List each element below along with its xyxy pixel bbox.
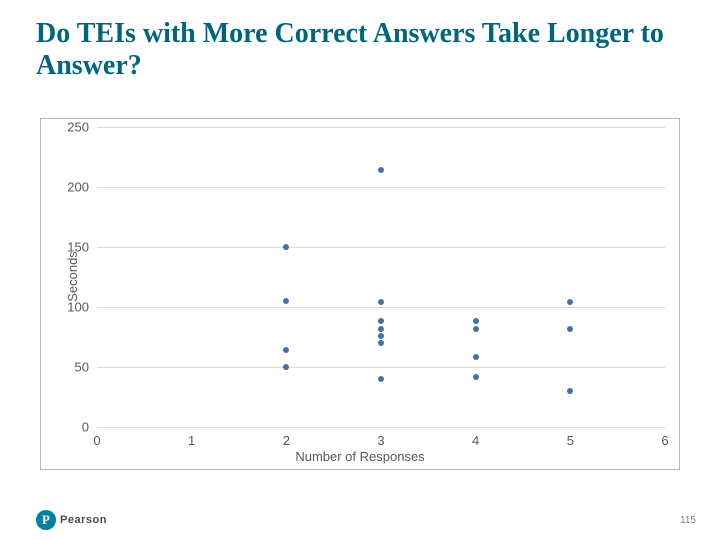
data-point [378,299,384,305]
data-point [473,374,479,380]
gridline [97,187,665,188]
gridline [97,247,665,248]
x-tick-label: 1 [188,427,195,448]
slide-title: Do TEIs with More Correct Answers Take L… [36,18,684,82]
page-number: 115 [680,515,696,526]
data-point [567,299,573,305]
y-tick-label: 200 [67,180,97,195]
data-point [378,333,384,339]
data-point [378,376,384,382]
data-point [378,318,384,324]
x-tick-label: 5 [567,427,574,448]
gridline [97,307,665,308]
x-tick-label: 2 [283,427,290,448]
data-point [473,318,479,324]
y-tick-label: 250 [67,120,97,135]
plot-area: 0501001502002500123456 [97,127,665,427]
pearson-logo: P Pearson [36,510,107,530]
data-point [473,354,479,360]
x-tick-label: 3 [377,427,384,448]
footer: P Pearson 115 [36,510,696,530]
data-point [283,347,289,353]
pearson-wordmark: Pearson [60,514,107,526]
y-axis-label: Seconds [65,251,80,302]
data-point [378,326,384,332]
x-tick-label: 0 [93,427,100,448]
x-tick-label: 6 [661,427,668,448]
data-point [283,244,289,250]
data-point [283,364,289,370]
pearson-badge-icon: P [36,510,56,530]
gridline [97,367,665,368]
gridline [97,127,665,128]
x-tick-label: 4 [472,427,479,448]
data-point [567,326,573,332]
scatter-chart: 0501001502002500123456 Seconds Number of… [40,118,680,470]
y-tick-label: 50 [75,360,97,375]
data-point [378,167,384,173]
x-axis-label: Number of Responses [295,449,424,464]
data-point [283,298,289,304]
data-point [567,388,573,394]
slide: Do TEIs with More Correct Answers Take L… [0,0,720,540]
data-point [378,340,384,346]
data-point [473,326,479,332]
